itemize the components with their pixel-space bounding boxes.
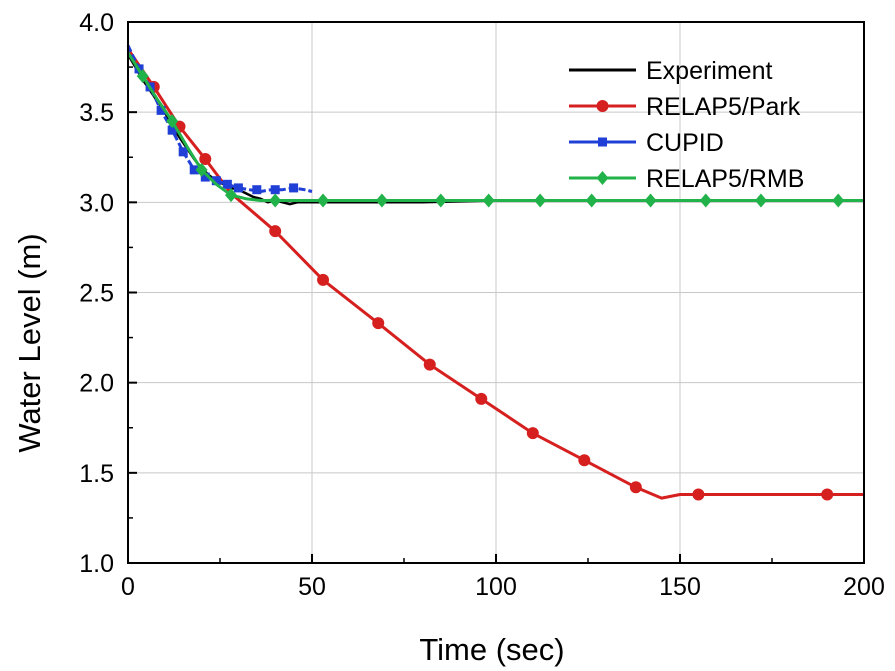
legend-marker-cupid	[598, 137, 607, 147]
data-point-relap5-rmb	[482, 193, 495, 208]
x-tick-label: 50	[298, 573, 326, 601]
data-point-relap5-rmb	[434, 193, 447, 208]
data-point-relap5-rmb	[225, 188, 238, 203]
y-tick-label: 2.0	[79, 370, 114, 398]
data-point-relap5-park	[423, 358, 436, 371]
data-point-relap5-park	[821, 488, 834, 501]
data-point-relap5-park	[475, 392, 488, 405]
data-point-relap5-rmb	[317, 193, 330, 208]
data-point-relap5-rmb	[699, 193, 712, 208]
y-tick-label: 2.5	[79, 280, 114, 308]
x-axis-title: Time (sec)	[419, 632, 564, 667]
series-line-relap5-rmb	[126, 51, 864, 202]
legend: Experiment RELAP5/Park CUPID RELAP5/RMB	[569, 57, 804, 193]
data-point-relap5-rmb	[832, 193, 845, 208]
data-point-cupid	[178, 147, 188, 157]
data-point-cupid	[233, 183, 243, 193]
x-tick-label: 200	[843, 573, 885, 601]
y-tick-labels: 1.0 1.5 2.0 2.5 3.0 3.5 4.0	[79, 9, 114, 578]
y-tick-label: 3.5	[79, 99, 114, 127]
series-cupid	[126, 44, 313, 195]
axis-ticks	[127, 21, 865, 564]
data-point-cupid	[189, 165, 199, 175]
series-line-cupid	[126, 44, 313, 193]
legend-item-relap5-park: RELAP5/Park	[569, 93, 801, 121]
series-layer	[126, 44, 864, 501]
legend-marker-relap5-rmb	[596, 171, 609, 185]
legend-label-cupid: CUPID	[646, 129, 724, 157]
x-tick-label: 0	[121, 573, 135, 601]
data-point-cupid	[200, 172, 210, 182]
y-tick-label: 3.0	[79, 189, 114, 217]
data-point-relap5-rmb	[534, 193, 547, 208]
data-point-relap5-park	[372, 317, 385, 330]
data-point-relap5-rmb	[195, 162, 208, 177]
data-point-relap5-park	[199, 153, 212, 166]
data-point-relap5-rmb	[585, 193, 598, 208]
data-point-relap5-rmb	[644, 193, 657, 208]
data-point-relap5-rmb	[754, 193, 767, 208]
y-tick-label: 1.5	[79, 460, 114, 488]
legend-item-cupid: CUPID	[569, 129, 724, 157]
data-point-cupid	[252, 185, 262, 195]
data-point-relap5-rmb	[136, 69, 149, 84]
legend-label-relap5-park: RELAP5/Park	[646, 93, 801, 121]
data-point-cupid	[222, 179, 232, 189]
legend-marker-relap5-park	[596, 100, 609, 112]
data-point-cupid	[211, 176, 221, 186]
data-point-relap5-rmb	[375, 193, 388, 208]
series-relap5-rmb	[126, 51, 864, 208]
legend-label-experiment: Experiment	[646, 57, 772, 85]
data-point-cupid	[270, 185, 280, 195]
data-point-relap5-park	[692, 488, 705, 501]
data-point-relap5-park	[526, 427, 539, 440]
data-point-relap5-rmb	[166, 114, 179, 129]
x-tick-label: 100	[475, 573, 517, 601]
y-tick-label: 4.0	[79, 9, 114, 37]
data-point-cupid	[167, 125, 177, 135]
y-axis-title: Water Level (m)	[12, 233, 47, 452]
data-point-relap5-park	[317, 273, 330, 286]
grid-lines	[128, 22, 864, 563]
data-point-cupid	[289, 183, 299, 193]
x-tick-label: 150	[659, 573, 701, 601]
data-point-relap5-rmb	[269, 193, 282, 208]
legend-label-relap5-rmb: RELAP5/RMB	[646, 165, 804, 193]
data-point-relap5-park	[578, 454, 591, 467]
legend-item-experiment: Experiment	[569, 57, 772, 85]
data-point-cupid	[156, 105, 166, 115]
data-point-relap5-park	[269, 225, 282, 238]
legend-item-relap5-rmb: RELAP5/RMB	[569, 165, 804, 193]
x-tick-labels: 0 50 100 150 200	[121, 573, 885, 601]
y-tick-label: 1.0	[79, 550, 114, 578]
data-point-relap5-park	[629, 481, 642, 494]
